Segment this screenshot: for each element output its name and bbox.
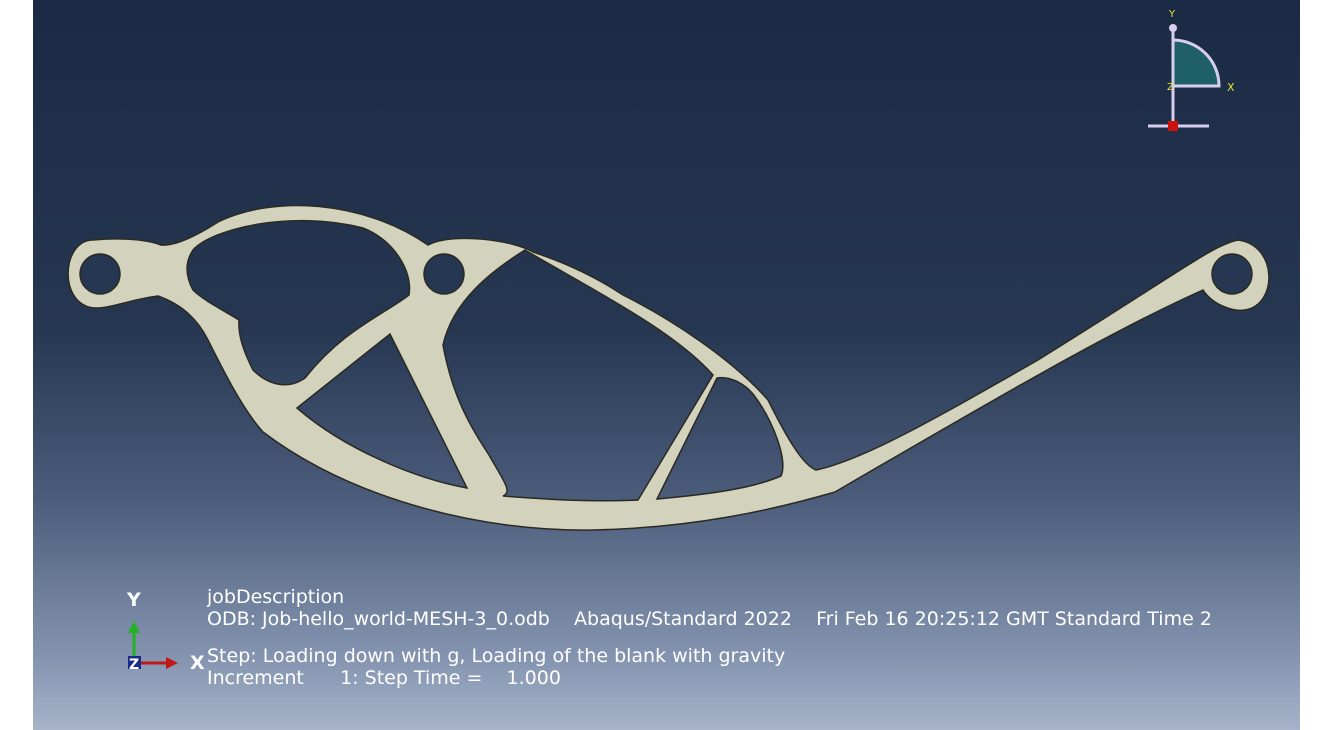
view-cube-quadrant[interactable] [1171,38,1221,88]
view-cube[interactable]: Y X Z [1133,0,1253,140]
view-cube-y-label: Y [1168,9,1176,20]
middle-hole [423,253,465,295]
legend-increment-line: Increment 1: Step Time = 1.000 [207,667,561,689]
legend-odb-line: ODB: Job-hello_world-MESH-3_0.odb Abaqus… [207,608,1212,630]
view-cube-z-label: Z [1167,82,1174,93]
coordinate-triad: Z [128,621,178,673]
legend-step-line: Step: Loading down with g, Loading of th… [207,645,786,667]
triad-z-label: Z [129,657,139,673]
view-cube-origin-marker[interactable] [1168,121,1178,131]
triad-y-label: Y [127,589,141,611]
triad-x-label: X [190,652,205,674]
triad-x-arrowhead [166,657,178,669]
triad-y-arrowhead [128,621,140,633]
triad-z-box [128,656,141,669]
view-cube-top-dot [1169,24,1177,32]
model-part[interactable] [33,0,1300,730]
legend-job-description: jobDescription [207,586,345,608]
bracket-part[interactable] [67,204,1270,531]
view-cube-x-label: X [1227,81,1235,94]
model-viewport[interactable]: Y X Z Z Y X jobDescription ODB: Job-hell… [33,0,1300,730]
right-hole [1211,253,1253,295]
left-hole [79,253,121,295]
